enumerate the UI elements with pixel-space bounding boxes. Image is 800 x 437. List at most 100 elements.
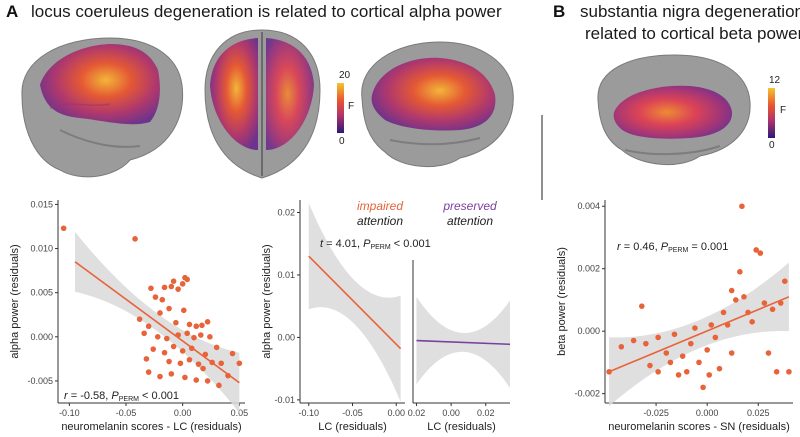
sn-beta-scatter-point xyxy=(786,368,792,375)
lc-alpha-scatter-point xyxy=(225,372,231,379)
lc-alpha-scatter-point xyxy=(159,296,166,303)
lc-alpha-scatter-point xyxy=(198,332,204,338)
lc-alpha-scatter-point xyxy=(184,330,190,337)
lc-alpha-scatter-point xyxy=(218,360,224,367)
colorbar-b-max: 12 xyxy=(769,75,781,86)
colorbar-a xyxy=(337,83,344,133)
lc-alpha-scatter-point xyxy=(154,334,161,340)
lc-alpha-scatter-point xyxy=(168,283,175,290)
lc-alpha-scatter-annotation: r = -0.58, PPERM < 0.001 xyxy=(64,390,179,403)
lc-alpha-scatter-point xyxy=(143,356,150,362)
sn-beta-scatter-point xyxy=(643,340,649,347)
lc-alpha-scatter-point xyxy=(175,286,181,292)
lc-alpha-scatter-y-tick-label: 0.005 xyxy=(30,288,53,298)
sn-beta-scatter-y-tick-label: 0.000 xyxy=(577,326,600,336)
lc-alpha-preserved-x-tick-label: 0.00 xyxy=(442,408,460,418)
lc-alpha-scatter-point xyxy=(148,285,154,292)
sn-beta-scatter-point xyxy=(696,359,702,366)
lc-alpha-scatter-point xyxy=(166,358,172,365)
sn-beta-scatter-point xyxy=(720,309,727,316)
sn-beta-scatter-annotation: r = 0.46, PPERM = 0.001 xyxy=(617,241,728,254)
sn-beta-scatter-point xyxy=(728,350,735,356)
lc-alpha-scatter-ylabel: alpha power (residuals) xyxy=(9,244,21,358)
colorbar-b-label: F xyxy=(780,105,787,116)
sn-beta-scatter-point xyxy=(773,368,780,375)
lc-alpha-scatter-x-tick-label: -0.10 xyxy=(59,408,80,418)
sn-beta-scatter-point xyxy=(739,203,745,210)
sn-beta-scatter-point xyxy=(671,331,678,338)
sn-beta-scatter-y-tick-label: -0.002 xyxy=(574,389,600,399)
lc-alpha-scatter-point xyxy=(182,374,188,381)
sn-beta-scatter-point xyxy=(741,294,747,300)
lc-alpha-scatter-point xyxy=(136,316,143,322)
sn-beta-scatter-point xyxy=(716,365,723,372)
lc-alpha-preserved-legend-l1: preserved xyxy=(442,199,497,213)
lc-alpha-scatter-point xyxy=(199,322,205,329)
sn-beta-scatter-y-tick-label: 0.002 xyxy=(577,264,600,274)
sn-beta-scatter-point xyxy=(655,368,661,375)
sn-beta-scatter-point xyxy=(749,319,755,325)
lc-alpha-scatter-point xyxy=(188,345,195,352)
lc-alpha-scatter-y-tick-label: 0.000 xyxy=(30,332,53,342)
lc-alpha-scatter-point xyxy=(213,344,220,351)
sn-beta-scatter-point xyxy=(757,250,764,256)
lc-alpha-impaired-fit-line xyxy=(308,255,402,350)
lc-attention-annotation: t = 4.01, PPERM < 0.001 xyxy=(320,238,431,251)
lc-alpha-scatter-y-tick-label: -0.005 xyxy=(27,376,53,386)
lc-alpha-scatter-point xyxy=(193,323,200,330)
sn-beta-scatter-point xyxy=(753,247,760,253)
sn-beta-scatter-point xyxy=(761,300,768,306)
sn-beta-scatter-point xyxy=(679,353,686,359)
lc-alpha-impaired-xlabel: LC (residuals) xyxy=(318,421,386,433)
panel-b-title-line2: related to cortical beta power xyxy=(585,24,800,43)
sn-beta-scatter-point xyxy=(704,347,710,353)
sn-beta-scatter-point xyxy=(777,300,784,306)
lc-alpha-scatter-point xyxy=(191,334,197,341)
sn-beta-scatter-point xyxy=(745,309,751,316)
sn-beta-scatter-point xyxy=(688,340,694,347)
panel-a-title: locus coeruleus degeneration is related … xyxy=(31,2,502,21)
panel-a-letter: A xyxy=(6,2,19,21)
lc-alpha-preserved-legend-l2: attention xyxy=(447,214,493,228)
lc-alpha-scatter-point xyxy=(179,281,186,287)
lc-alpha-scatter-point xyxy=(195,361,202,367)
colorbar-a-label: F xyxy=(348,101,355,112)
lc-alpha-impaired-y-tick-label: 0.00 xyxy=(277,332,295,342)
lc-alpha-scatter-point xyxy=(166,305,172,312)
sn-beta-scatter-point xyxy=(700,384,706,391)
sn-beta-scatter-point xyxy=(737,269,743,275)
lc-alpha-scatter-point xyxy=(181,307,187,314)
lc-alpha-scatter-point xyxy=(157,310,163,316)
lc-alpha-preserved-xlabel: LC (residuals) xyxy=(427,421,495,433)
lc-alpha-scatter-point xyxy=(179,348,186,354)
colorbar-b-min: 0 xyxy=(769,140,775,151)
lc-alpha-preserved-x-tick-label: 0.02 xyxy=(408,408,426,418)
sn-beta-scatter-x-tick-label: 0.000 xyxy=(696,408,719,418)
sn-beta-scatter-point xyxy=(667,359,674,366)
lc-alpha-scatter-point xyxy=(204,378,211,384)
lc-alpha-scatter-point xyxy=(186,321,193,328)
sn-beta-scatter-xlabel: neuromelanin scores - SN (residuals) xyxy=(608,421,790,433)
lc-alpha-scatter-point xyxy=(216,382,222,389)
lc-alpha-scatter-x-tick-label: -0.05 xyxy=(116,408,137,418)
lc-alpha-scatter-point xyxy=(132,236,138,242)
sn-beta-scatter-point xyxy=(724,322,731,328)
sn-beta-scatter-ylabel: beta power (residuals) xyxy=(556,247,568,356)
lc-alpha-scatter-x-tick-label: 0.05 xyxy=(231,408,249,418)
brain-sn-lateral xyxy=(597,54,751,166)
lc-alpha-scatter-point xyxy=(209,359,215,366)
lc-alpha-scatter-y-tick-label: 0.010 xyxy=(30,244,53,254)
lc-alpha-scatter-point xyxy=(145,323,152,330)
lc-alpha-scatter-point xyxy=(229,350,236,357)
lc-alpha-scatter-point xyxy=(161,284,168,291)
sn-beta-scatter-point xyxy=(663,350,670,356)
sn-beta-scatter-point xyxy=(708,322,715,328)
lc-alpha-preserved-fit-line xyxy=(416,339,511,346)
lc-alpha-scatter-fit-line xyxy=(74,261,240,384)
lc-alpha-scatter-point xyxy=(193,377,200,383)
sn-beta-scatter-point xyxy=(782,278,788,284)
colorbar-b xyxy=(768,88,775,138)
lc-alpha-impaired-x-tick-label: -0.10 xyxy=(298,408,319,418)
sn-beta-scatter-point xyxy=(647,362,653,369)
sn-beta-scatter-point xyxy=(712,334,719,341)
